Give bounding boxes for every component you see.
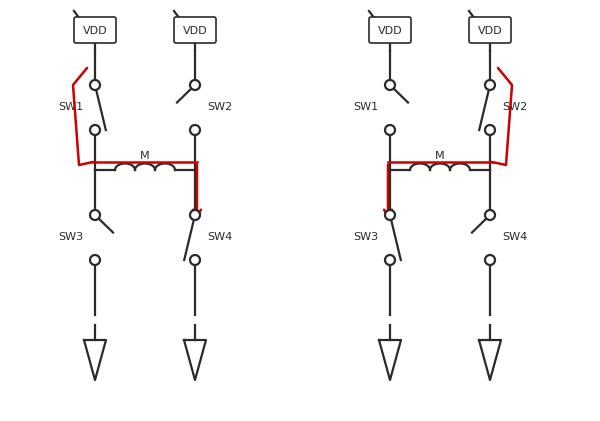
Text: SW1: SW1 — [58, 102, 83, 112]
Text: VDD: VDD — [83, 26, 107, 36]
Circle shape — [90, 125, 100, 135]
Circle shape — [385, 125, 395, 135]
Circle shape — [90, 210, 100, 220]
Text: VDD: VDD — [478, 26, 502, 36]
Text: SW4: SW4 — [207, 232, 232, 242]
Text: VDD: VDD — [377, 26, 403, 36]
FancyBboxPatch shape — [369, 17, 411, 43]
Circle shape — [385, 80, 395, 90]
Circle shape — [90, 255, 100, 265]
Text: SW2: SW2 — [502, 102, 527, 112]
Circle shape — [385, 255, 395, 265]
Text: VDD: VDD — [182, 26, 208, 36]
Circle shape — [485, 255, 495, 265]
Text: SW2: SW2 — [207, 102, 232, 112]
Circle shape — [385, 210, 395, 220]
FancyBboxPatch shape — [74, 17, 116, 43]
Circle shape — [190, 125, 200, 135]
Circle shape — [190, 210, 200, 220]
Text: SW3: SW3 — [58, 232, 83, 242]
Text: SW3: SW3 — [353, 232, 378, 242]
Text: M: M — [140, 151, 150, 161]
Circle shape — [485, 125, 495, 135]
Circle shape — [190, 80, 200, 90]
Circle shape — [90, 80, 100, 90]
Text: SW1: SW1 — [353, 102, 378, 112]
Text: SW4: SW4 — [502, 232, 527, 242]
Circle shape — [485, 80, 495, 90]
FancyBboxPatch shape — [174, 17, 216, 43]
Circle shape — [190, 255, 200, 265]
Text: M: M — [435, 151, 445, 161]
FancyBboxPatch shape — [469, 17, 511, 43]
Circle shape — [485, 210, 495, 220]
